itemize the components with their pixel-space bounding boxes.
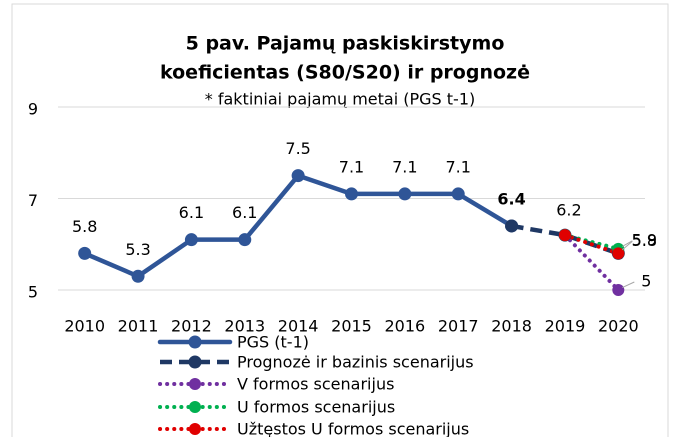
legend-marker [188, 335, 202, 349]
point [184, 233, 198, 247]
x-tick-label: 2012 [171, 317, 212, 336]
legend-label: PGS (t-1) [237, 333, 309, 352]
data-label: 6.2 [556, 201, 581, 220]
x-tick-label: 2014 [278, 317, 319, 336]
point [238, 233, 252, 247]
legend-label: V formos scenarijus [237, 375, 394, 394]
point [451, 187, 465, 201]
y-tick-label: 9 [28, 100, 38, 119]
legend-marker [189, 401, 201, 413]
data-label: 5.3 [125, 240, 150, 259]
data-label: 7.1 [339, 157, 364, 176]
series-line [562, 233, 621, 256]
legend-label: Užtęstos U formos scenarijus [237, 420, 469, 438]
x-tick-label: 2013 [224, 317, 265, 336]
data-label: 6.1 [232, 203, 257, 222]
legend-label: U formos scenarijus [237, 398, 395, 417]
point [78, 246, 92, 260]
x-tick-label: 2018 [491, 317, 532, 336]
point [505, 219, 519, 233]
data-label: 6.4 [497, 189, 525, 208]
series-line [562, 233, 621, 292]
chart-title: 5 pav. Pajamų paskiskirstymo [186, 33, 505, 55]
chart-border [11, 3, 669, 441]
x-tick-label: 2019 [545, 317, 586, 336]
data-label: 7.1 [392, 157, 417, 176]
x-tick-label: 2011 [118, 317, 159, 336]
leader-line [622, 240, 633, 247]
x-tick-label: 2020 [598, 317, 639, 336]
point [558, 229, 571, 242]
point [612, 284, 625, 296]
legend-marker [188, 355, 202, 369]
leader-line [622, 281, 635, 289]
point [345, 187, 358, 201]
point [291, 169, 305, 183]
x-tick-label: 2015 [331, 317, 372, 336]
x-tick-label: 2016 [385, 317, 426, 336]
data-label: 5 [641, 272, 651, 291]
x-tick-label: 2017 [438, 317, 479, 336]
legend-marker [189, 423, 201, 435]
y-tick-label: 5 [28, 283, 38, 302]
chart-title: koeficientas (S80/S20) ir prognozė [160, 62, 530, 84]
data-label: 7.5 [285, 139, 310, 158]
legend-marker [189, 378, 201, 390]
point [612, 247, 625, 260]
data-label: 5.8 [632, 231, 657, 250]
legend-label: Prognozė ir bazinis scenarijus [237, 353, 474, 372]
point [131, 269, 145, 283]
x-tick-label: 2010 [64, 317, 105, 336]
data-label: 6.1 [179, 203, 204, 222]
leader-line [621, 241, 633, 251]
point [398, 187, 412, 201]
data-label: 5.9 [632, 230, 657, 249]
data-label: 5.8 [72, 217, 97, 236]
data-label: 7.1 [446, 157, 471, 176]
y-tick-label: 7 [28, 191, 38, 210]
series-line [562, 233, 621, 251]
chart-subtitle: * faktiniai pajamų metai (PGS t-1) [205, 90, 476, 109]
